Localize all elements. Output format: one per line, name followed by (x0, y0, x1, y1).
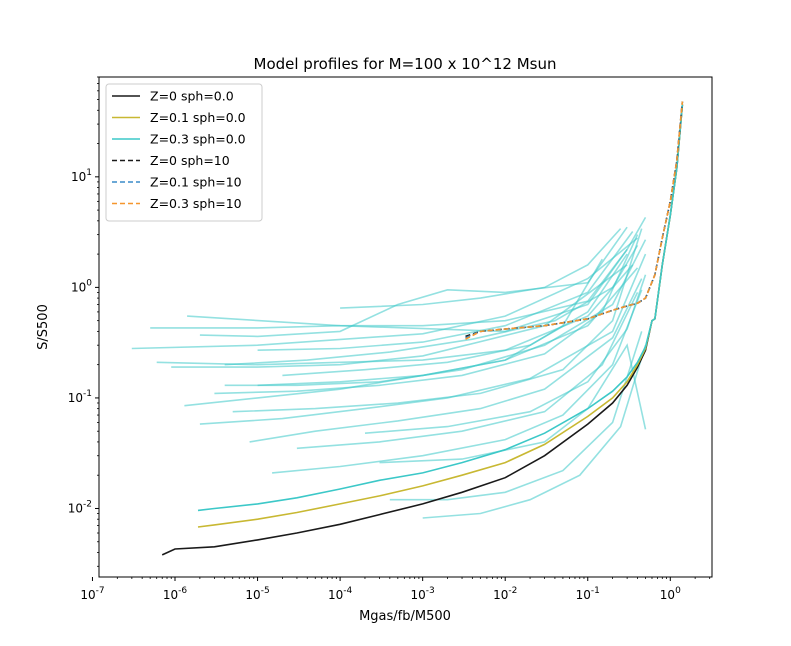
background-profile-line-15 (214, 234, 639, 395)
background-profile-line-16 (232, 228, 643, 413)
x-tick-label-0: 10-7 (80, 586, 104, 602)
background-profile-line-8 (249, 278, 643, 443)
y-axis-label: S/S500 (36, 304, 51, 350)
background-profiles (131, 217, 647, 519)
plot-frame (98, 76, 713, 578)
x-tick-label-7: 100 (660, 586, 681, 602)
x-tick-label-4: 10-3 (411, 586, 435, 602)
x-tick-label-6: 10-1 (576, 586, 600, 602)
background-profile-line-18 (257, 231, 634, 351)
background-profile-line-5 (224, 239, 647, 387)
background-profile-line-17 (282, 253, 628, 377)
background-profile-line-9 (272, 289, 643, 474)
background-profile-line-12 (379, 343, 647, 464)
background-profile-line-4 (199, 226, 628, 338)
background-profile-line-2 (171, 264, 628, 368)
series-lines (161, 101, 684, 556)
background-profile-line-22 (340, 228, 622, 309)
x-tick-label-1: 10-6 (163, 586, 188, 602)
background-profile-line-20 (257, 258, 603, 387)
x-tick-label-3: 10-4 (328, 586, 353, 602)
y-axis: 10-2 10-1 100 101 (68, 76, 99, 567)
legend-label-2: Z=0.3 sph=0.0 (150, 132, 246, 147)
x-tick-label-2: 10-5 (245, 586, 269, 602)
x-axis-label: Mgas/fb/M500 (359, 609, 451, 624)
chart-title: Model profiles for M=100 x 10^12 Msun (254, 55, 557, 73)
y-tick-label-0: 10-2 (68, 499, 92, 515)
legend-label-0: Z=0 sph=0.0 (150, 89, 234, 104)
legend-label-3: Z=0 sph=10 (150, 153, 230, 168)
x-tick-label-5: 10-2 (493, 586, 517, 602)
y-tick-label-2: 100 (71, 278, 92, 294)
y-tick-label-1: 10-1 (68, 389, 92, 405)
series-line-2 (197, 104, 684, 512)
x-axis: 10-7 10-6 10-5 10-4 10-3 10-2 10-1 100 (80, 577, 711, 602)
legend-label-5: Z=0.3 sph=10 (150, 196, 242, 211)
background-profile-line-21 (364, 274, 647, 434)
legend: Z=0 sph=0.0 Z=0.1 sph=0.0 Z=0.3 sph=0.0 Z=0… (105, 83, 263, 222)
background-profile-line-14 (156, 264, 634, 366)
background-profile-line-19 (296, 292, 639, 450)
legend-label-1: Z=0.1 sph=0.0 (150, 110, 246, 125)
y-tick-label-3: 101 (71, 168, 92, 184)
legend-label-4: Z=0.1 sph=10 (150, 175, 242, 190)
series-line-5 (465, 101, 684, 340)
background-profile-line-11 (422, 344, 647, 519)
legend-box (105, 83, 263, 222)
